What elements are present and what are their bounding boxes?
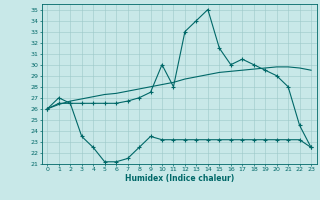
X-axis label: Humidex (Indice chaleur): Humidex (Indice chaleur) bbox=[124, 174, 234, 183]
